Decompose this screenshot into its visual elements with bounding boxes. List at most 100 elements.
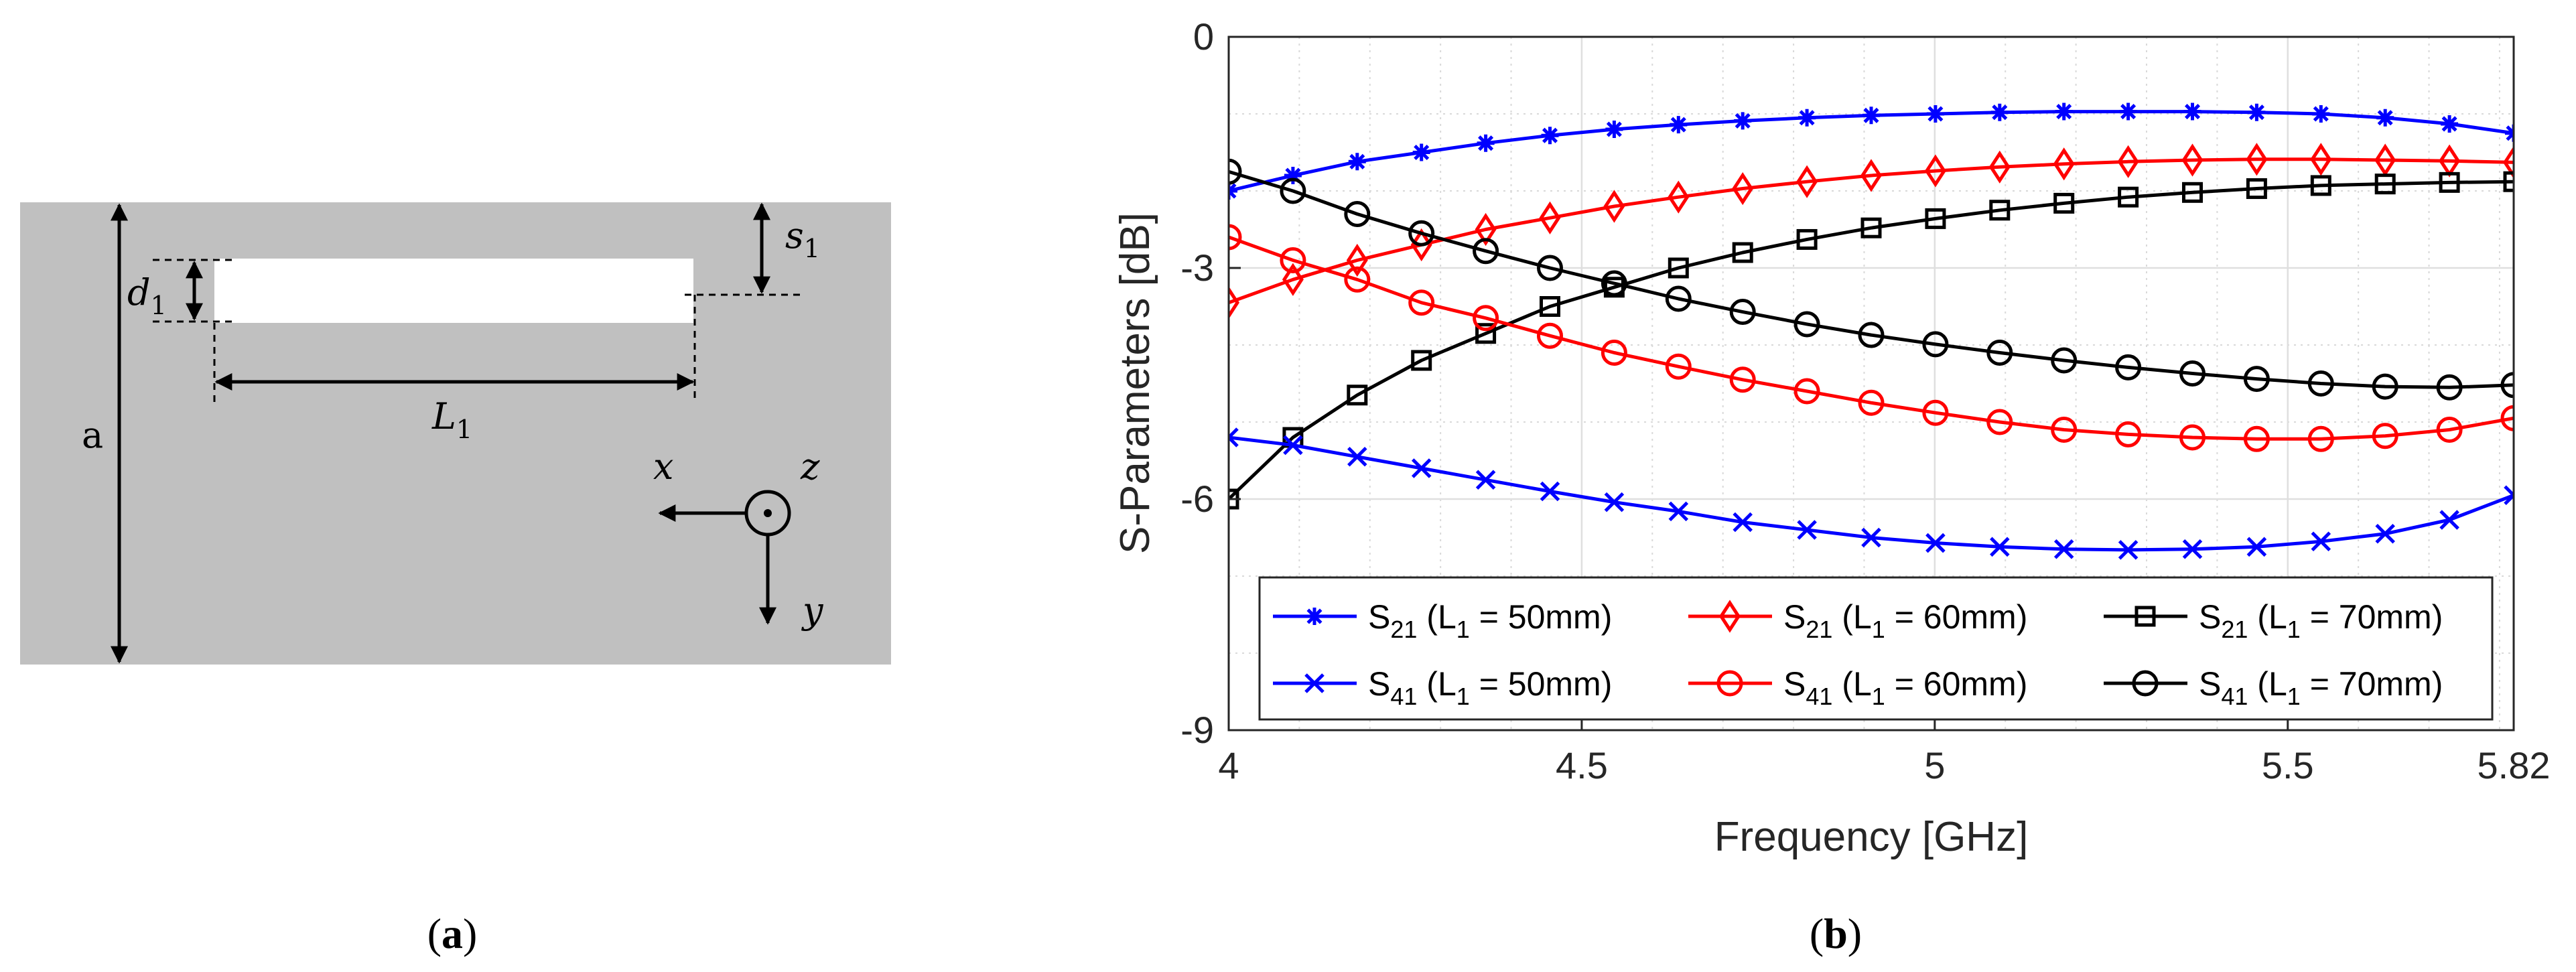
data-point-marker [2310, 175, 2331, 196]
data-point-marker [2439, 171, 2460, 193]
data-point-marker [1925, 208, 1946, 229]
data-point-marker [1346, 243, 1368, 277]
data-point-marker [1734, 112, 1752, 130]
data-point-marker [1540, 296, 1560, 317]
data-point-marker [2376, 109, 2394, 127]
data-point-marker [1475, 470, 1496, 490]
data-point-marker [1798, 109, 1816, 127]
legend-label: S41 (L1 = 50mm) [1368, 665, 1612, 710]
data-point-marker [1280, 178, 1306, 204]
data-point-marker [1732, 242, 1753, 263]
y-axis-label: y [801, 589, 824, 632]
data-point-marker [1793, 311, 1820, 338]
data-point-marker [1668, 257, 1689, 279]
data-point-marker [2374, 143, 2396, 177]
data-point-marker [1541, 127, 1559, 145]
z-axis-dot [764, 509, 772, 517]
plot-frame [1227, 36, 2515, 732]
x-tick-label: 5.5 [2262, 744, 2314, 786]
slot-geometry-diagram: s1 d1 L1 a x z y (a) [20, 202, 891, 957]
data-point-marker [2500, 372, 2514, 399]
data-point-marker [1408, 289, 1435, 316]
data-point-marker [1539, 201, 1561, 234]
data-point-marker [1284, 167, 1302, 184]
legend-label: S21 (L1 = 70mm) [2199, 598, 2443, 643]
legend-marker [1716, 670, 1743, 697]
data-point-marker [2375, 523, 2395, 544]
series-S21-L1-70mm [1229, 171, 2514, 510]
data-point-marker [1283, 435, 1303, 456]
data-point-marker [2053, 539, 2074, 559]
data-point-marker [1924, 154, 1946, 188]
legend-item: S41 (L1 = 70mm) [2104, 665, 2443, 710]
legend-item: S41 (L1 = 50mm) [1273, 665, 1612, 710]
legend-marker [1304, 673, 1325, 693]
legend-marker [2134, 606, 2156, 627]
data-point-marker [2504, 485, 2514, 506]
data-point-marker [1986, 340, 2013, 366]
data-point-marker [1990, 537, 2010, 557]
data-point-marker [1229, 427, 1239, 447]
data-point-marker [2115, 354, 2142, 380]
y-tick-label: -9 [1180, 709, 1214, 751]
data-point-marker [2179, 360, 2206, 387]
data-point-marker [2182, 182, 2203, 203]
d1-label: d1 [127, 271, 167, 320]
data-point-marker [1477, 134, 1495, 152]
data-point-marker [2311, 531, 2331, 552]
data-point-marker [1601, 340, 1627, 366]
data-point-marker [1796, 165, 1818, 198]
data-point-marker [1988, 150, 2011, 184]
data-point-marker [1605, 121, 1623, 138]
data-point-marker [2179, 424, 2206, 451]
data-point-marker [1344, 201, 1371, 227]
series-line [1229, 180, 2514, 500]
L1-label: L1 [431, 395, 472, 444]
data-point-marker [1347, 446, 1367, 467]
data-point-marker [1540, 481, 1560, 502]
data-point-marker [1282, 263, 1304, 296]
data-point-marker [1537, 322, 1563, 349]
legend-marker [1306, 608, 1323, 625]
data-point-marker [1344, 266, 1371, 293]
data-point-marker [1922, 331, 1949, 358]
legend-box [1258, 576, 2494, 721]
data-point-marker [2436, 417, 2463, 443]
x-tick-label: 4 [1218, 744, 1239, 786]
legend-marker [2132, 670, 2159, 697]
panel-b-caption: (b) [1810, 910, 1862, 957]
series-S41-L1-70mm [1229, 158, 2514, 401]
a-label: a [82, 414, 103, 456]
data-point-marker [1473, 238, 1499, 265]
data-point-marker [1665, 285, 1692, 312]
data-point-marker [1990, 103, 2009, 121]
data-point-marker [1922, 399, 1949, 426]
data-point-marker [1793, 378, 1820, 405]
data-point-marker [1475, 323, 1497, 344]
data-point-marker [1410, 228, 1432, 262]
x-axis-title: Frequency [GHz] [1714, 814, 2029, 860]
data-point-marker [1280, 247, 1306, 273]
legend-item: S21 (L1 = 60mm) [1688, 598, 2027, 643]
data-point-marker [2117, 145, 2139, 178]
data-point-marker [1229, 158, 1242, 185]
data-point-marker [1926, 105, 1944, 123]
data-point-marker [2051, 347, 2078, 374]
data-point-marker [2181, 143, 2204, 177]
data-point-marker [1668, 180, 1690, 214]
data-point-marker [2243, 425, 2270, 452]
data-point-marker [1729, 366, 1756, 393]
data-point-marker [1475, 212, 1497, 247]
data-point-marker [2441, 115, 2459, 133]
data-point-marker [1860, 159, 1882, 192]
data-point-marker [1796, 228, 1818, 250]
data-point-marker [2118, 186, 2139, 208]
data-point-marker [1733, 512, 1753, 533]
legend-item: S21 (L1 = 50mm) [1273, 598, 1612, 643]
x-axis-label: x [653, 445, 673, 488]
data-point-marker [1862, 107, 1880, 125]
data-point-marker [2503, 171, 2514, 192]
data-point-marker [1986, 409, 2013, 435]
data-point-marker [2055, 102, 2073, 121]
data-point-marker [1601, 270, 1627, 297]
